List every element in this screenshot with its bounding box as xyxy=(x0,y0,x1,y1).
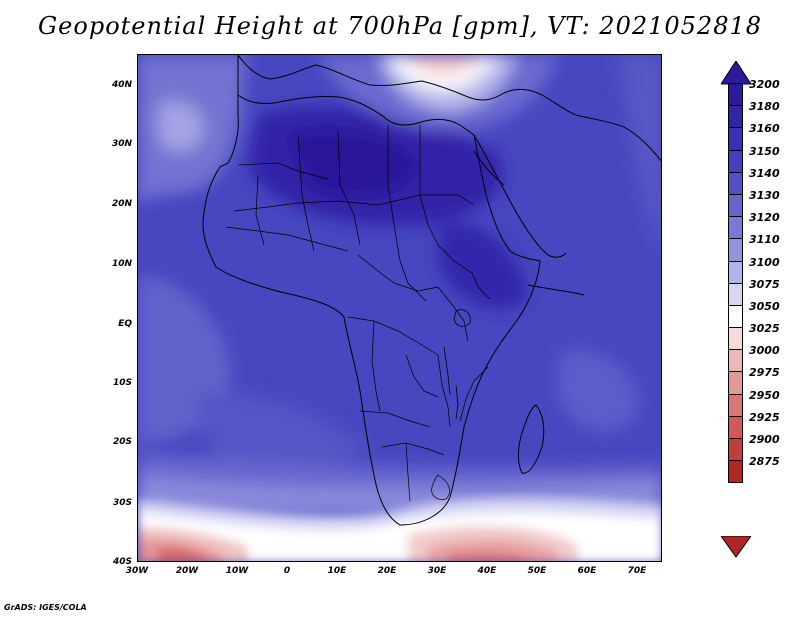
colorbar-swatch: 3050 xyxy=(728,300,780,329)
colorbar-swatch: 3130 xyxy=(728,189,780,218)
colorbar-swatch: 2925 xyxy=(728,411,780,439)
lon-label: 10W xyxy=(225,566,249,576)
lakes xyxy=(443,309,471,420)
grads-credit: GrADS: IGES/COLA xyxy=(4,603,87,612)
colorbar-bottom-arrow xyxy=(721,536,751,558)
lat-label: 20S xyxy=(112,437,132,447)
colorbar-level-label: 3110 xyxy=(749,233,780,247)
colorbar-swatch: 2875 xyxy=(728,455,780,484)
country-borders xyxy=(225,125,491,502)
lat-label: 40S xyxy=(112,557,132,567)
colorbar-level-label: 3130 xyxy=(749,188,780,202)
southern-trough xyxy=(138,498,661,561)
colorbar-top-arrow xyxy=(721,61,751,85)
colorbar-swatch: 2900 xyxy=(728,433,780,462)
lat-label: 40N xyxy=(111,80,132,90)
colorbar-level-label: 3200 xyxy=(749,78,780,91)
colorbar-level-label: 2925 xyxy=(749,410,780,424)
lon-label: 70E xyxy=(627,566,647,576)
lon-label: 10E xyxy=(327,566,347,576)
map-plot-area xyxy=(137,54,662,562)
colorbar-level-label: 3075 xyxy=(749,277,780,291)
lon-label: 40E xyxy=(477,566,497,576)
colorbar-swatch: 3180 xyxy=(728,100,780,129)
colorbar-level-label: 2875 xyxy=(749,455,780,469)
lat-label: 10S xyxy=(112,378,132,388)
lon-label: 20W xyxy=(175,566,199,576)
height-contours xyxy=(138,55,661,515)
colorbar-swatch: 2975 xyxy=(728,366,780,395)
colorbar-level-label: 2975 xyxy=(749,366,780,380)
colorbar: 3200 3180 3160 3150 3140 3130 3120 3110 3100 3075… xyxy=(728,78,782,484)
lon-label: 60E xyxy=(577,566,597,576)
colorbar-level-label: 3025 xyxy=(749,322,780,336)
colorbar-level-label: 2900 xyxy=(749,433,780,446)
colorbar-swatch: 3100 xyxy=(728,256,780,284)
lat-label: 20N xyxy=(111,199,132,209)
colorbar-swatch: 3150 xyxy=(728,145,780,173)
colorbar-level-label: 2950 xyxy=(749,388,780,402)
colorbar-level-label: 3140 xyxy=(749,166,780,180)
lat-label: 10N xyxy=(111,259,132,269)
colorbar-swatch: 3120 xyxy=(728,211,780,240)
colorbar-level-label: 3180 xyxy=(749,100,780,114)
colorbar-swatch: 3200 xyxy=(728,78,780,107)
colorbar-swatch: 3075 xyxy=(728,278,780,306)
colorbar-swatch: 3160 xyxy=(728,122,780,151)
lon-label: 0 xyxy=(283,566,291,576)
colorbar-level-label: 3050 xyxy=(749,299,780,313)
lat-label: EQ xyxy=(118,319,132,329)
colorbar-level-label: 3120 xyxy=(749,211,780,225)
lon-label: 50E xyxy=(527,566,547,576)
lon-label: 20E xyxy=(377,566,397,576)
height-field xyxy=(138,55,661,561)
colorbar-swatch: 2950 xyxy=(728,389,780,417)
coastlines xyxy=(202,55,661,526)
colorbar-level-label: 3100 xyxy=(749,255,780,269)
colorbar-swatch: 3110 xyxy=(728,233,780,262)
lon-label: 30W xyxy=(125,566,149,576)
colorbar-level-label: 3000 xyxy=(749,344,780,358)
colorbar-swatch: 3000 xyxy=(728,344,780,373)
lat-label: 30S xyxy=(112,498,132,508)
lon-label: 30E xyxy=(427,566,447,576)
map-title: Geopotential Height at 700hPa [gpm], VT:… xyxy=(38,12,762,40)
lat-label: 30N xyxy=(111,139,132,149)
colorbar-swatch: 3025 xyxy=(728,322,780,351)
colorbar-level-label: 3150 xyxy=(749,144,780,158)
colorbar-swatch: 3140 xyxy=(728,167,780,195)
colorbar-level-label: 3160 xyxy=(749,122,780,136)
